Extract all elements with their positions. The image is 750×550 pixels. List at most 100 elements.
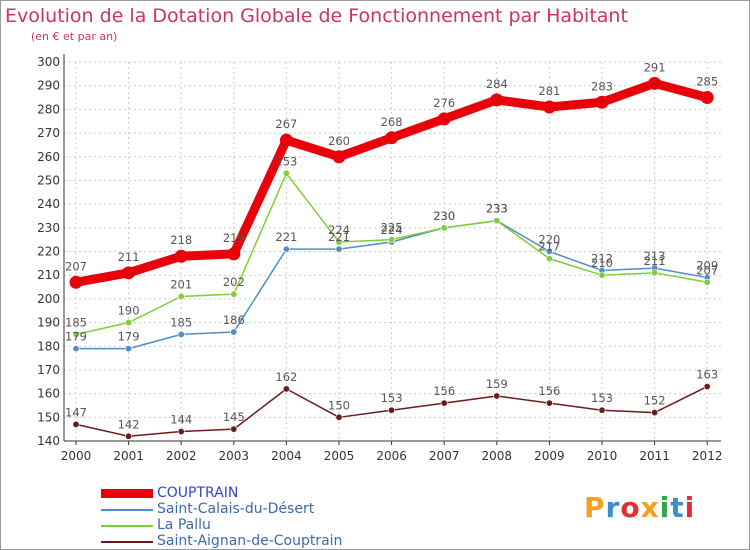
- data-label: 224: [328, 223, 350, 237]
- legend-label: COUPTRAIN: [157, 485, 239, 501]
- data-point: [490, 93, 504, 107]
- legend-label: La Pallu: [157, 517, 211, 533]
- legend-swatch-saint-aignan: [101, 541, 153, 543]
- data-point: [703, 278, 711, 286]
- data-label: 217: [538, 240, 560, 254]
- chart-subtitle: (en € et par an): [31, 30, 118, 43]
- legend-swatch-couptrain: [101, 489, 153, 498]
- data-point: [174, 249, 188, 263]
- data-point: [72, 330, 80, 338]
- data-point: [177, 330, 185, 338]
- x-tick-label: 2004: [271, 449, 302, 463]
- data-point: [69, 275, 83, 289]
- data-label: 225: [381, 221, 403, 235]
- data-point: [545, 399, 553, 407]
- data-label: 233: [486, 202, 508, 216]
- data-point: [700, 91, 714, 105]
- data-label: 211: [118, 250, 140, 264]
- data-point: [282, 385, 290, 393]
- logo-letter: P: [584, 491, 606, 524]
- data-label: 209: [696, 259, 718, 273]
- data-point: [125, 319, 133, 327]
- data-label: 147: [65, 405, 87, 419]
- data-point: [230, 328, 238, 336]
- data-point: [72, 345, 80, 353]
- data-point: [125, 345, 133, 353]
- chart-title: Evolution de la Dotation Globale de Fonc…: [5, 5, 628, 27]
- x-tick-label: 2009: [534, 449, 565, 463]
- data-label: 185: [170, 315, 192, 329]
- data-point: [230, 425, 238, 433]
- data-label: 230: [433, 209, 455, 223]
- y-tick-label: 170: [37, 363, 60, 377]
- data-point: [332, 150, 346, 164]
- data-point: [282, 169, 290, 177]
- data-label: 276: [433, 96, 455, 110]
- data-point: [230, 290, 238, 298]
- data-point: [335, 238, 343, 246]
- y-tick-label: 160: [37, 387, 60, 401]
- data-point: [598, 406, 606, 414]
- data-label: 159: [486, 377, 508, 391]
- data-point: [651, 269, 659, 277]
- logo-letter: r: [605, 491, 621, 524]
- proxiti-logo: Proxiti: [584, 491, 695, 524]
- data-label: 150: [328, 398, 350, 412]
- x-tick-label: 2006: [376, 449, 407, 463]
- y-tick-label: 210: [37, 268, 60, 282]
- y-tick-label: 220: [37, 245, 60, 259]
- data-label: 260: [328, 134, 350, 148]
- data-label: 185: [65, 315, 87, 329]
- x-tick-label: 2008: [482, 449, 513, 463]
- data-point: [177, 428, 185, 436]
- data-label: 152: [644, 394, 666, 408]
- data-point: [493, 217, 501, 225]
- y-tick-label: 140: [37, 434, 60, 448]
- data-label: 268: [381, 115, 403, 129]
- x-tick-label: 2003: [219, 449, 250, 463]
- logo-letter: o: [620, 491, 641, 524]
- logo-letter: i: [684, 491, 696, 524]
- y-tick-label: 280: [37, 102, 60, 116]
- data-point: [545, 248, 553, 256]
- data-label: 212: [591, 251, 613, 265]
- y-tick-label: 190: [37, 316, 60, 330]
- data-point: [648, 76, 662, 90]
- data-label: 221: [328, 230, 350, 244]
- legend-swatch-la-pallu: [101, 525, 153, 527]
- x-tick-label: 2002: [166, 449, 197, 463]
- legend-swatch-saint-calais: [101, 509, 153, 511]
- data-label: 210: [591, 256, 613, 270]
- x-tick-label: 2001: [113, 449, 144, 463]
- data-label: 218: [170, 233, 192, 247]
- data-point: [335, 413, 343, 421]
- data-label: 233: [486, 202, 508, 216]
- data-label: 220: [538, 233, 560, 247]
- x-tick-label: 2005: [324, 449, 355, 463]
- logo-letter: t: [670, 491, 685, 524]
- legend-label: Saint-Calais-du-Désert: [157, 501, 315, 517]
- data-label: 153: [591, 391, 613, 405]
- data-label: 207: [65, 259, 87, 273]
- data-label: 144: [170, 413, 192, 427]
- data-point: [493, 392, 501, 400]
- data-label: 163: [696, 368, 718, 382]
- data-label: 145: [223, 410, 245, 424]
- data-label: 283: [591, 79, 613, 93]
- data-point: [72, 420, 80, 428]
- y-tick-label: 230: [37, 221, 60, 235]
- data-point: [595, 95, 609, 109]
- x-tick-label: 2011: [639, 449, 670, 463]
- x-tick-label: 2000: [61, 449, 92, 463]
- data-point: [651, 409, 659, 417]
- data-point: [440, 399, 448, 407]
- data-label: 156: [433, 384, 455, 398]
- data-label: 201: [170, 278, 192, 292]
- data-label: 253: [275, 154, 297, 168]
- data-label: 224: [381, 223, 403, 237]
- data-label: 190: [118, 304, 140, 318]
- data-point: [545, 255, 553, 263]
- logo-letter: i: [659, 491, 671, 524]
